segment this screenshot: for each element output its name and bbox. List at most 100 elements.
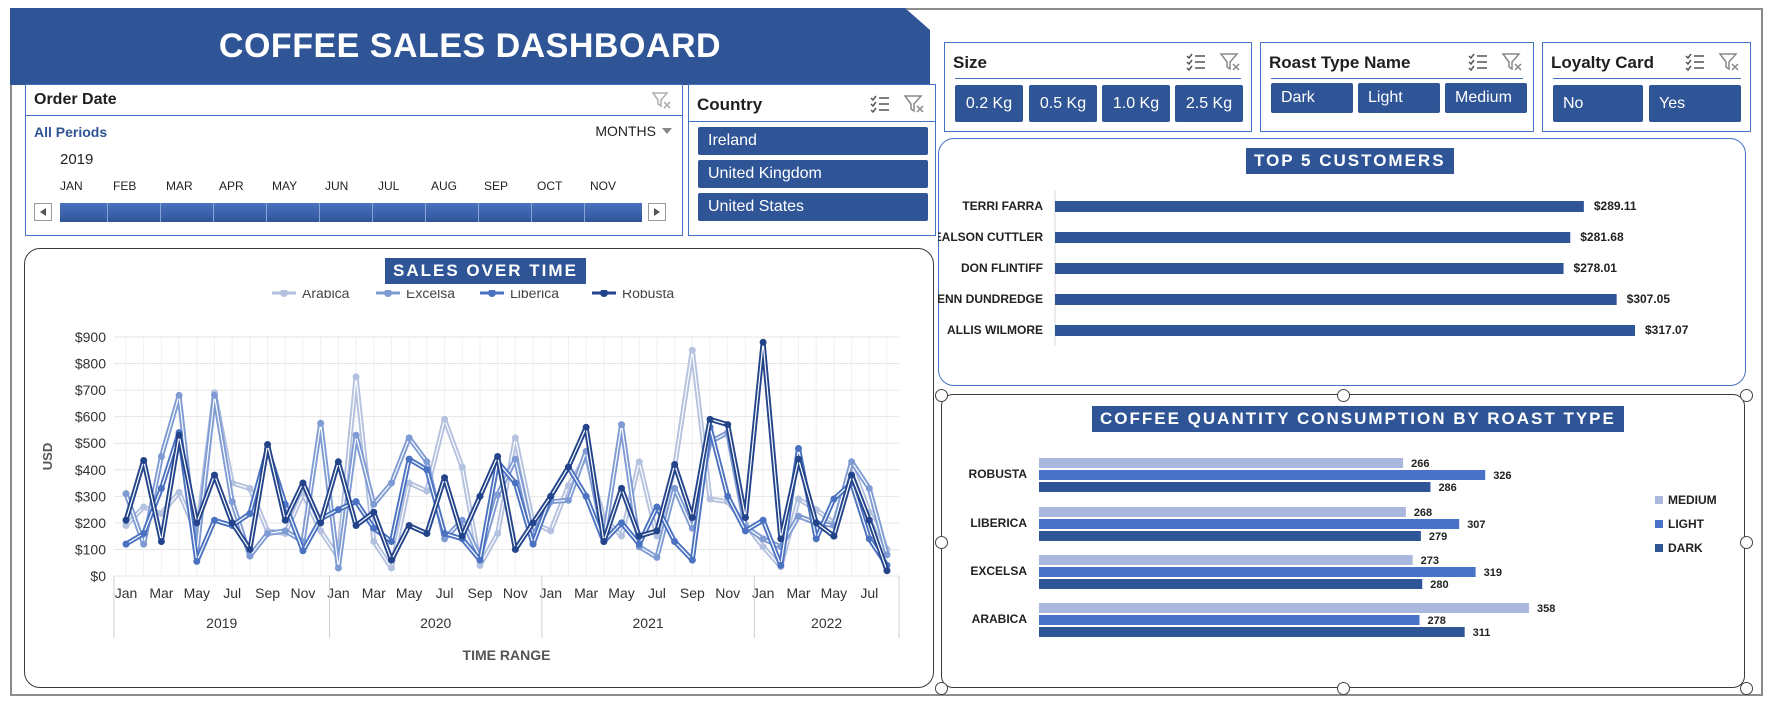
roast-option-dark[interactable]: Dark [1271,83,1353,113]
loyalty-option-yes[interactable]: Yes [1649,85,1741,122]
data-point [458,463,466,471]
timeline-month-label[interactable]: FEB [113,179,137,193]
clear-filter-icon[interactable] [1501,51,1523,73]
size-option-1-0kg[interactable]: 1.0 Kg [1102,85,1170,122]
timeline-bar[interactable] [60,203,642,222]
customer-bar [1055,263,1564,274]
size-option-0-2kg[interactable]: 0.2 Kg [955,85,1023,122]
dashboard-title: COFFEE SALES DASHBOARD [218,27,722,65]
roast-value-label: 311 [1473,627,1491,639]
timeline-month-label[interactable]: APR [219,179,244,193]
data-point [653,503,661,511]
data-point [600,537,608,545]
clear-filter-icon[interactable] [1219,51,1241,73]
country-title: Country [697,95,763,114]
multi-select-icon[interactable] [1684,51,1706,73]
data-point [246,510,254,518]
timeline-scroll-right[interactable] [648,203,666,221]
country-option-united-kingdom[interactable]: United Kingdom [698,160,928,188]
y-tick-label: $800 [75,356,106,372]
data-point [317,419,325,427]
data-point [157,484,165,492]
roast-category-label: EXCELSA [970,564,1027,578]
data-point [618,532,626,540]
data-point [317,519,325,527]
resize-handle[interactable] [1740,389,1753,402]
data-point [352,373,360,381]
country-option-ireland[interactable]: Ireland [698,127,928,155]
order-date-timeline[interactable]: Order Date All Periods MONTHS 2019 JAN FE… [25,84,683,236]
multi-select-icon[interactable] [1467,51,1489,73]
data-point [795,455,803,463]
timeline-month-label[interactable]: AUG [431,179,458,193]
data-point [564,482,572,490]
timeline-months: JAN FEB MAR APR MAY JUN JUL AUG SEP OCT NOV [60,179,620,195]
clear-filter-icon[interactable] [903,93,925,115]
customer-name-label: NEALSON CUTTLER [938,230,1043,244]
timeline-month-label[interactable]: NOV [590,179,617,193]
timeline-month-label[interactable]: JUL [378,179,400,193]
timeline-month-label[interactable]: SEP [484,179,509,193]
loyalty-card-title: Loyalty Card [1551,53,1654,72]
data-point [635,532,643,540]
timeline-month-label[interactable]: JAN [60,179,83,193]
data-point [706,415,714,423]
data-point [494,491,502,499]
data-point [441,530,449,538]
data-point [848,471,856,479]
data-point [387,479,395,487]
roast-type-divider [1271,78,1523,79]
data-point [281,527,289,535]
resize-handle[interactable] [1740,682,1753,695]
resize-handle[interactable] [935,389,948,402]
data-point [387,537,395,545]
timeline-month-label[interactable]: JUN [325,179,349,193]
data-point [724,492,732,500]
multi-select-icon[interactable] [1185,51,1207,73]
x-tick-label: Jan [539,585,562,601]
country-option-united-states[interactable]: United States [698,193,928,221]
year-label: 2019 [206,615,237,631]
multi-select-icon[interactable] [869,93,891,115]
legend-label: Arabica [302,290,350,301]
customer-name-label: ALLIS WILMORE [947,323,1043,337]
y-tick-label: $500 [75,435,106,451]
timeline-month-label[interactable]: MAY [272,179,298,193]
roast-option-light[interactable]: Light [1358,83,1440,113]
loyalty-option-no[interactable]: No [1553,85,1643,122]
data-point [812,535,820,543]
period-level-dropdown[interactable]: MONTHS [595,123,672,139]
size-option-0-5kg[interactable]: 0.5 Kg [1029,85,1097,122]
size-option-2-5kg[interactable]: 2.5 Kg [1175,85,1243,122]
roast-value-label: 268 [1414,507,1432,519]
data-point [228,498,236,506]
sales-over-time-chart: $0 $100 $200 $300 $400 $500 $600 $700 $800 $900 US… [40,290,900,663]
data-point [564,496,572,504]
x-tick-label: May [396,585,422,601]
roast-bar-medium [1039,603,1529,613]
roast-bar-light [1039,615,1420,625]
data-point [653,527,661,535]
resize-handle[interactable] [1337,682,1350,695]
resize-handle[interactable] [1337,389,1350,402]
x-axis-label: TIME RANGE [463,647,551,663]
timeline-segment-divider [425,203,426,222]
timeline-month-label[interactable]: OCT [537,179,563,193]
data-point [370,500,378,508]
resize-handle[interactable] [935,682,948,695]
data-point [653,553,661,561]
timeline-month-label[interactable]: MAR [166,179,193,193]
roast-option-medium[interactable]: Medium [1445,83,1527,113]
roast-bar-dark [1039,482,1431,492]
clear-filter-icon[interactable] [650,89,672,111]
resize-handle[interactable] [935,536,948,549]
data-point [759,543,767,551]
resize-handle[interactable] [1740,536,1753,549]
roast-value-label: 319 [1484,567,1502,579]
x-tick-label: Mar [362,585,386,601]
timeline-scroll-left[interactable] [34,203,52,221]
legend-label: MEDIUM [1668,493,1717,507]
clear-filter-icon[interactable] [1718,51,1740,73]
data-point [352,431,360,439]
x-tick-label: Mar [786,585,810,601]
